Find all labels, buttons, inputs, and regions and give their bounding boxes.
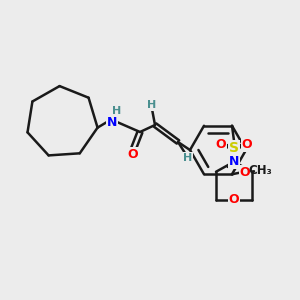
Text: H: H (183, 153, 193, 163)
Text: O: O (240, 166, 250, 179)
Text: S: S (229, 141, 239, 155)
Text: O: O (229, 193, 239, 206)
Text: O: O (216, 138, 226, 151)
Text: O: O (242, 138, 252, 151)
Text: H: H (112, 106, 122, 116)
Text: CH₃: CH₃ (248, 164, 272, 177)
Text: H: H (147, 100, 157, 110)
Text: N: N (229, 155, 239, 168)
Text: O: O (128, 148, 138, 160)
Text: N: N (107, 116, 117, 128)
